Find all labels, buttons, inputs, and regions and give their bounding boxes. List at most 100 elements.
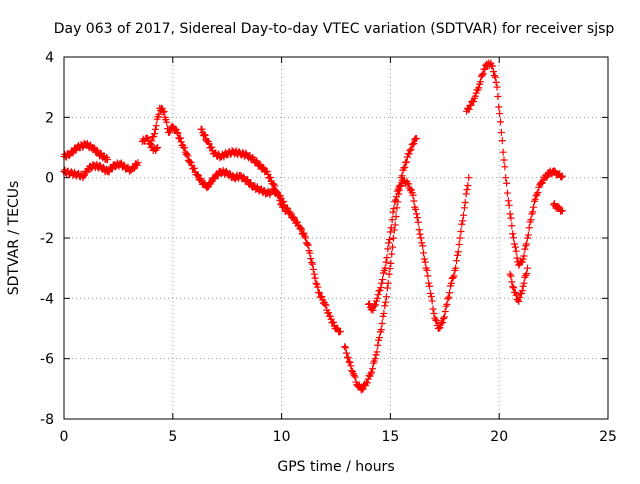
data-point [505,201,513,209]
data-point [307,255,315,263]
data-point [498,137,506,145]
data-point [439,314,447,322]
data-point [325,309,333,317]
data-point [387,224,395,232]
data-point [506,270,514,278]
data-point [154,144,162,151]
data-point [446,289,454,297]
data-point [534,188,542,196]
data-point [481,65,489,73]
data-point [497,118,505,126]
data-point [442,302,450,310]
data-point [302,234,310,242]
data-point [345,358,353,366]
data-point [471,92,479,100]
data-point [280,197,288,205]
data-point [359,385,367,393]
y-tick-label: -4 [40,291,54,307]
data-point [379,312,387,320]
data-point [508,278,516,286]
data-point [315,288,323,296]
data-point [558,172,566,180]
data-point [420,255,428,263]
data-point [308,260,316,268]
x-tick-label: 10 [273,429,291,445]
y-tick-label: -2 [40,231,54,247]
chart-title: Day 063 of 2017, Sidereal Day-to-day VTE… [54,21,615,37]
data-point [374,291,382,299]
data-point [151,130,159,138]
data-point [421,258,429,266]
data-point [377,284,385,292]
data-point [385,239,393,247]
data-point [418,239,426,247]
data-point [346,359,354,367]
data-point [306,249,314,257]
data-point [378,279,386,287]
data-point [449,274,457,282]
x-tick-label: 25 [599,429,617,445]
data-point [130,165,138,173]
data-point [388,216,396,224]
data-point [507,214,515,222]
y-tick-label: 2 [45,110,54,126]
data-point [368,368,376,376]
data-point [374,341,382,349]
data-point [309,265,317,273]
data-point [450,272,458,280]
data-point [381,302,389,310]
data-point [533,190,541,198]
data-point [376,334,384,342]
data-point [310,270,318,278]
data-point [413,210,421,218]
x-axis-label: GPS time / hours [277,459,394,475]
data-point [423,266,431,274]
data-point [388,250,396,258]
data-point [522,242,530,250]
data-point [490,72,498,80]
data-point [445,293,453,301]
data-point [380,309,388,317]
data-point [369,306,377,314]
data-point [200,131,208,139]
data-point [494,93,502,101]
data-point [392,196,400,204]
data-point [419,242,427,250]
data-point [342,344,350,352]
data-point [512,247,520,255]
data-point [527,216,535,224]
data-point [508,222,516,230]
data-point [427,292,435,300]
data-point [524,231,532,239]
data-point [518,287,526,295]
data-point [385,270,393,278]
data-point [366,300,374,308]
data-point [557,173,565,181]
data-point [386,236,394,244]
data-point [263,167,271,175]
data-point [426,289,434,297]
data-point [416,230,424,238]
data-point [322,301,330,309]
data-point [520,279,528,287]
data-point [558,207,566,215]
data-point [391,198,399,206]
data-point [504,197,512,205]
data-point [315,289,323,297]
data-point [493,83,501,91]
data-point [444,295,452,303]
data-point [440,313,448,321]
data-point [206,179,214,187]
data-point [407,145,415,153]
data-point [454,248,462,256]
data-point [372,301,380,309]
data-point [351,373,359,381]
data-point [519,282,527,290]
data-point [173,128,181,136]
data-point [287,210,295,218]
data-point [187,158,195,166]
data-point [363,379,371,387]
data-points [60,59,566,394]
data-point [410,140,418,148]
data-point [419,249,427,257]
